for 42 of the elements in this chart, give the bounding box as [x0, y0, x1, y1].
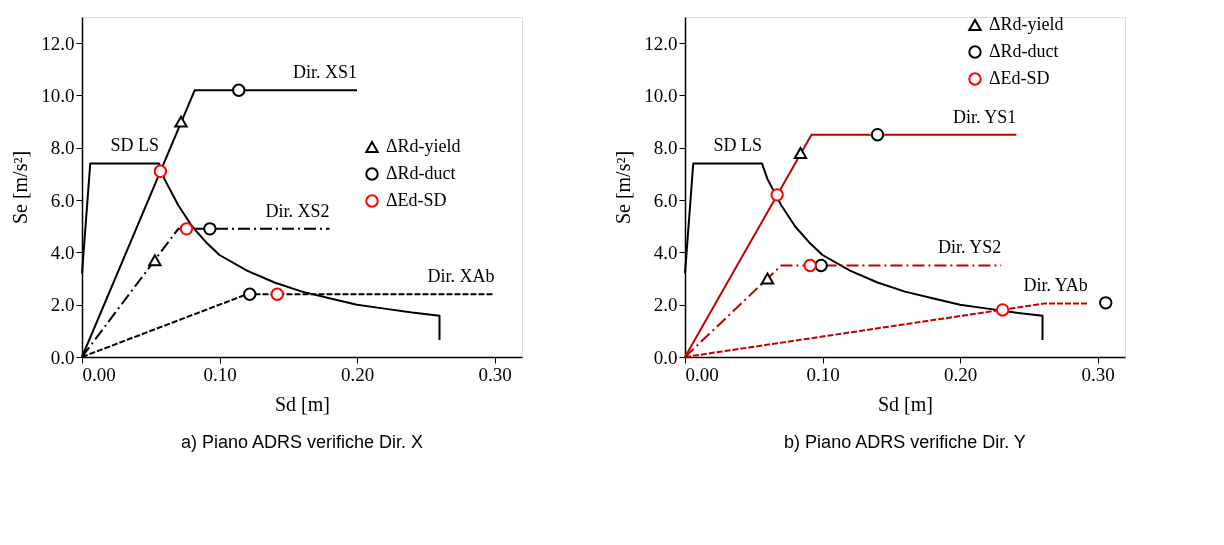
x-tick-label: 0.00: [685, 363, 719, 385]
x-tick-label: 0.10: [203, 363, 237, 385]
y-tick-label: 4.0: [653, 241, 678, 263]
y-tick-label: 10.0: [41, 84, 75, 106]
y-tick-label: 2.0: [653, 294, 678, 316]
y-tick-label: 6.0: [50, 189, 75, 211]
legend-label: ΔEd-SD: [386, 190, 447, 210]
x-tick-label: 0.30: [1081, 363, 1115, 385]
y-tick-label: 2.0: [50, 294, 75, 316]
legend-label: ΔRd-yield: [386, 136, 461, 156]
series-label: Dir. XS2: [265, 200, 330, 221]
y-tick-label: 6.0: [653, 189, 678, 211]
y-tick-label: 0.0: [653, 346, 678, 368]
series-label: SD LS: [110, 135, 159, 156]
text: b) Piano ADRS verifiche Dir. Y: [784, 432, 1026, 452]
y-tick-label: 4.0: [50, 241, 75, 263]
series-label: SD LS: [713, 135, 762, 156]
y-axis-title: Se [m/s²]: [612, 150, 635, 225]
x-axis-title: Sd [m]: [275, 392, 330, 415]
series-label: Dir. YS1: [953, 106, 1017, 127]
legend-label: ΔRd-duct: [386, 163, 456, 183]
x-tick-label: 0.10: [806, 363, 840, 385]
y-tick-label: 8.0: [50, 137, 75, 159]
x-tick-label: 0.30: [478, 363, 512, 385]
series-label: Dir. YAb: [1023, 275, 1088, 296]
text: a) Piano ADRS verifiche Dir. X: [180, 432, 424, 452]
x-tick-label: 0.00: [82, 363, 116, 385]
x-tick-label: 0.20: [943, 363, 978, 385]
legend-label: ΔEd-SD: [989, 68, 1050, 88]
y-tick-label: 10.0: [644, 84, 678, 106]
series-label: Dir. YS2: [937, 237, 1002, 258]
legend-label: ΔRd-duct: [989, 41, 1059, 61]
y-tick-label: 0.0: [50, 346, 75, 368]
y-tick-label: 12.0: [41, 32, 75, 54]
y-tick-label: 12.0: [644, 32, 678, 54]
legend-label: ΔRd-yield: [989, 14, 1064, 34]
y-tick-label: 8.0: [653, 137, 678, 159]
series-label: Dir. XAb: [427, 266, 495, 287]
y-axis-title: Se [m/s²]: [9, 150, 32, 225]
series-label: Dir. XS1: [292, 62, 357, 83]
x-axis-title: Sd [m]: [878, 392, 933, 415]
x-tick-label: 0.20: [340, 363, 375, 385]
